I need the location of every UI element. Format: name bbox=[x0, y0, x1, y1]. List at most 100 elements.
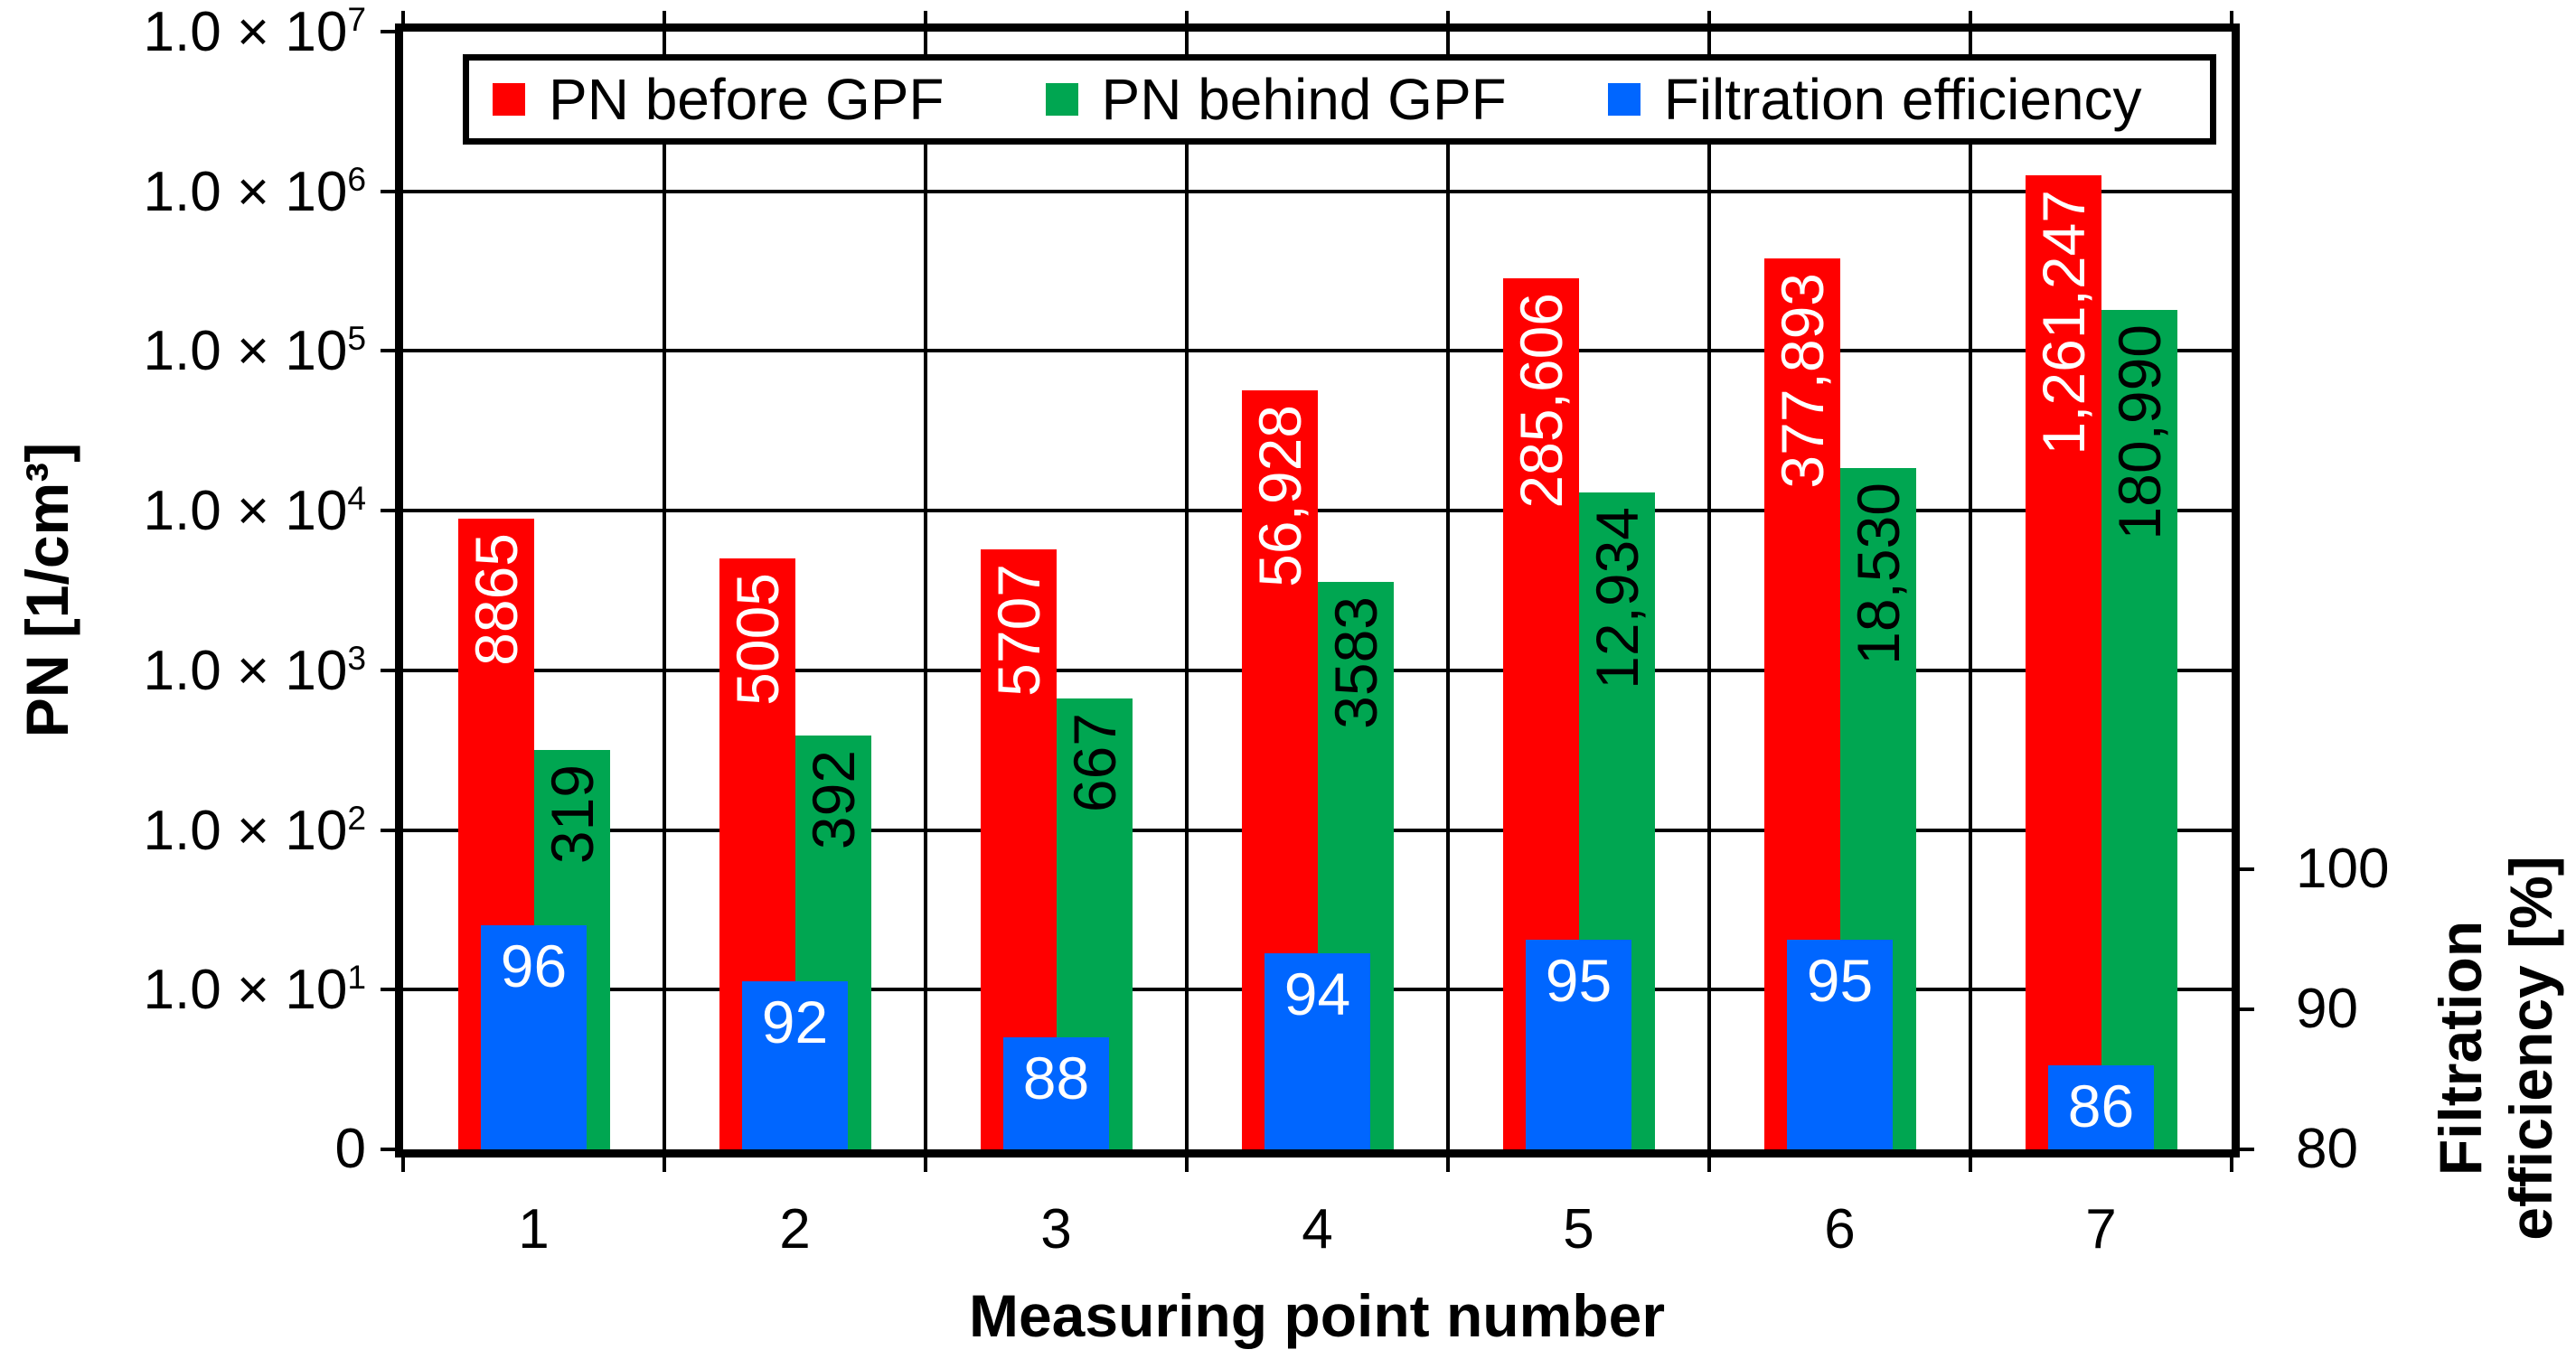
x-axis-tick-label: 3 bbox=[1040, 1198, 1072, 1261]
left-axis-tick-label: 0 bbox=[0, 1121, 366, 1177]
x-axis-top-tick-mark bbox=[924, 11, 927, 23]
v-gridline bbox=[924, 32, 927, 1149]
x-axis-tick-mark bbox=[1446, 1157, 1450, 1172]
legend-swatch-pn-before-gpf bbox=[493, 83, 525, 116]
left-axis-tick-mark bbox=[381, 349, 395, 353]
left-axis-tick-exponent: 1 bbox=[347, 958, 366, 997]
legend-item-pn-before-gpf: PN before GPF bbox=[493, 70, 945, 128]
bar-label-pn-behind-gpf-point-7: 180,990 bbox=[2105, 323, 2173, 540]
x-axis-tick-mark bbox=[401, 1157, 405, 1172]
x-axis-tick-mark bbox=[663, 1157, 666, 1172]
bar-label-pn-before-gpf-point-5: 285,606 bbox=[1507, 292, 1575, 509]
right-axis-tick-label: 80 bbox=[2296, 1118, 2358, 1180]
x-axis-top-tick-mark bbox=[2230, 11, 2233, 23]
left-axis-tick-mark bbox=[381, 668, 395, 672]
legend-swatch-filtration-efficiency bbox=[1607, 83, 1641, 116]
left-axis-tick-base: 1.0 × 10 bbox=[143, 479, 348, 542]
bar-filtration-efficiency-point-6: 95 bbox=[1787, 939, 1893, 1149]
x-axis-tick-label: 7 bbox=[2085, 1198, 2117, 1261]
left-axis-tick-base: 0 bbox=[334, 1118, 366, 1180]
x-axis-tick-label: 6 bbox=[1824, 1198, 1856, 1261]
right-axis-tick-label: 100 bbox=[2296, 838, 2390, 900]
left-axis-tick-exponent: 6 bbox=[347, 159, 366, 198]
v-gridline bbox=[1446, 32, 1450, 1149]
bar-label-pn-before-gpf-point-3: 5707 bbox=[984, 564, 1052, 698]
right-axis-tick-mark bbox=[2240, 1148, 2254, 1151]
bar-label-pn-before-gpf-point-1: 8865 bbox=[462, 533, 530, 667]
x-axis-top-tick-mark bbox=[1707, 11, 1711, 23]
right-axis-tick-mark bbox=[2240, 1008, 2254, 1011]
legend-label-pn-before-gpf: PN before GPF bbox=[549, 67, 945, 132]
legend-item-filtration-efficiency: Filtration efficiency bbox=[1607, 67, 2142, 132]
h-gridline bbox=[403, 189, 2232, 193]
legend-item-pn-behind-gpf: PN behind GPF bbox=[1045, 67, 1507, 132]
x-axis-tick-label: 4 bbox=[1302, 1198, 1333, 1261]
bar-label-pn-behind-gpf-point-3: 667 bbox=[1060, 712, 1128, 813]
legend-label-pn-behind-gpf: PN behind GPF bbox=[1101, 67, 1507, 132]
left-axis-tick-label: 1.0 × 107 bbox=[0, 0, 367, 63]
x-axis-tick-mark bbox=[924, 1157, 927, 1172]
left-axis-tick-base: 1.0 × 10 bbox=[143, 639, 348, 702]
bar-filtration-efficiency-point-4: 94 bbox=[1264, 953, 1370, 1149]
bar-label-pn-behind-gpf-point-1: 319 bbox=[538, 764, 606, 864]
left-axis-tick-mark bbox=[381, 1148, 395, 1151]
left-axis-tick-exponent: 4 bbox=[347, 479, 366, 518]
left-axis-tick-exponent: 5 bbox=[347, 319, 366, 358]
right-axis-title: Filtration efficiency [%] bbox=[2426, 856, 2567, 1240]
bar-pn-behind-gpf-point-7: 180,990 bbox=[2101, 309, 2177, 1149]
legend-label-filtration-efficiency: Filtration efficiency bbox=[1663, 67, 2142, 132]
bar-label-pn-before-gpf-point-6: 377,893 bbox=[1768, 273, 1836, 489]
left-axis-tick-mark bbox=[381, 988, 395, 992]
bar-label-filtration-efficiency-point-5: 95 bbox=[1545, 946, 1612, 1014]
left-axis-tick-label: 1.0 × 104 bbox=[0, 479, 367, 542]
bar-label-pn-before-gpf-point-7: 1,261,247 bbox=[2029, 189, 2097, 455]
bar-label-filtration-efficiency-point-1: 96 bbox=[500, 933, 568, 999]
left-axis-tick-exponent: 2 bbox=[347, 798, 366, 837]
right-axis-tick-mark bbox=[2240, 867, 2254, 871]
bar-label-filtration-efficiency-point-3: 88 bbox=[1022, 1045, 1090, 1111]
bar-filtration-efficiency-point-7: 86 bbox=[2048, 1065, 2154, 1149]
plot-area: 8865 319 96 5005 392 92 5707 667 88 56,928 3583 94 2… bbox=[381, 11, 2254, 1172]
left-axis-tick-exponent: 3 bbox=[347, 639, 366, 678]
v-gridline bbox=[1707, 32, 1711, 1149]
bar-label-pn-behind-gpf-point-2: 392 bbox=[799, 749, 867, 849]
right-axis-title-line1: Filtration bbox=[2427, 920, 2495, 1176]
v-gridline bbox=[1185, 32, 1189, 1149]
left-axis-tick-mark bbox=[381, 30, 395, 33]
bar-label-pn-behind-gpf-point-4: 3583 bbox=[1321, 595, 1389, 729]
left-axis-tick-label: 1.0 × 105 bbox=[0, 319, 367, 380]
legend-swatch-pn-behind-gpf bbox=[1045, 83, 1078, 116]
right-axis-tick-label: 90 bbox=[2296, 978, 2358, 1040]
x-axis-tick-label: 2 bbox=[779, 1198, 811, 1261]
left-axis-tick-base: 1.0 × 10 bbox=[143, 160, 348, 223]
x-axis-tick-mark bbox=[1185, 1157, 1189, 1172]
x-axis-tick-label: 1 bbox=[518, 1198, 550, 1261]
bar-label-pn-before-gpf-point-4: 56,928 bbox=[1246, 404, 1313, 587]
bar-label-pn-behind-gpf-point-6: 18,530 bbox=[1844, 482, 1912, 665]
left-axis-tick-base: 1.0 × 10 bbox=[143, 0, 348, 63]
x-axis-top-tick-mark bbox=[1185, 11, 1189, 23]
bar-label-filtration-efficiency-point-7: 86 bbox=[2067, 1073, 2135, 1139]
bar-filtration-efficiency-point-3: 88 bbox=[1003, 1037, 1109, 1149]
x-axis-tick-mark bbox=[2230, 1157, 2233, 1172]
x-axis-tick-mark bbox=[1707, 1157, 1711, 1172]
left-axis-tick-base: 1.0 × 10 bbox=[143, 959, 348, 1022]
x-axis-tick-mark bbox=[1969, 1157, 1972, 1172]
bar-label-pn-behind-gpf-point-5: 12,934 bbox=[1583, 507, 1650, 690]
left-axis-tick-label: 1.0 × 103 bbox=[0, 639, 367, 702]
x-axis-top-tick-mark bbox=[1446, 11, 1450, 23]
v-gridline bbox=[1969, 32, 1972, 1149]
legend: PN before GPF PN behind GPF Filtration eff… bbox=[463, 54, 2216, 145]
left-axis-tick-mark bbox=[381, 828, 395, 832]
x-axis-tick-label: 5 bbox=[1563, 1198, 1594, 1261]
x-axis-top-tick-mark bbox=[663, 11, 666, 23]
left-axis-tick-mark bbox=[381, 189, 395, 193]
bar-filtration-efficiency-point-2: 92 bbox=[742, 981, 848, 1149]
x-axis-top-tick-mark bbox=[401, 11, 405, 23]
left-axis-tick-label: 1.0 × 102 bbox=[0, 798, 367, 862]
bar-label-pn-before-gpf-point-2: 5005 bbox=[723, 573, 791, 707]
left-axis-tick-base: 1.0 × 10 bbox=[143, 799, 348, 862]
right-axis-title-line2: efficiency [%] bbox=[2497, 856, 2564, 1241]
v-gridline bbox=[663, 32, 666, 1149]
bar-filtration-efficiency-point-1: 96 bbox=[481, 925, 587, 1149]
